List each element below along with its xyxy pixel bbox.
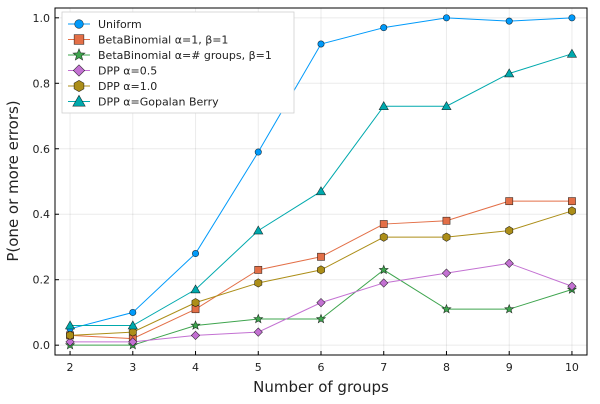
- y-tick-label: 0.4: [33, 208, 51, 221]
- x-tick-label: 4: [192, 361, 199, 374]
- data-point: [317, 252, 325, 261]
- data-point: [317, 40, 325, 48]
- data-point: [568, 206, 576, 216]
- x-tick-label: 3: [129, 361, 136, 374]
- legend-label: BetaBinomial α=# groups, β=1: [98, 49, 272, 62]
- data-point: [253, 313, 264, 324]
- x-axis-label: Number of groups: [253, 378, 389, 396]
- legend: Uniform BetaBinomial α=1, β=1 BetaBinomial…: [61, 11, 295, 114]
- data-point: [504, 258, 514, 268]
- legend-marker: [72, 47, 86, 61]
- y-axis-label: P(one or more errors): [4, 100, 22, 261]
- data-point: [379, 278, 389, 288]
- data-point: [566, 48, 578, 58]
- data-point: [64, 320, 76, 330]
- data-point: [380, 24, 388, 32]
- data-point: [66, 330, 74, 340]
- data-point: [317, 265, 325, 275]
- series-6: [64, 48, 578, 330]
- data-point: [253, 225, 264, 235]
- series-layer: [64, 14, 578, 350]
- data-point: [316, 297, 326, 308]
- data-point: [505, 197, 514, 206]
- data-point: [191, 298, 200, 308]
- data-point: [315, 186, 327, 196]
- data-point: [192, 250, 200, 258]
- data-point: [441, 268, 452, 278]
- data-point: [504, 68, 515, 78]
- data-point: [567, 281, 577, 291]
- grid: [55, 8, 587, 355]
- data-point: [128, 337, 138, 347]
- data-point: [190, 284, 201, 294]
- x-tick-label: 7: [380, 361, 387, 374]
- legend-marker: [74, 19, 84, 29]
- x-tick-label: 8: [443, 361, 450, 374]
- legend-item: DPP α=0.5: [68, 64, 157, 78]
- data-point: [127, 320, 138, 330]
- data-point: [504, 303, 515, 314]
- data-point: [378, 264, 389, 275]
- data-point: [254, 148, 262, 156]
- x-tick-label: 10: [565, 361, 579, 374]
- data-point: [442, 232, 451, 242]
- legend-label: DPP α=Gopalan Berry: [98, 96, 219, 109]
- data-point: [128, 327, 137, 337]
- data-point: [441, 303, 452, 314]
- legend-label: Uniform: [98, 18, 142, 31]
- data-point: [254, 278, 263, 288]
- legend-label: DPP α=0.5: [98, 65, 157, 78]
- data-point: [505, 226, 514, 236]
- legend-box: [61, 11, 295, 114]
- data-point: [379, 220, 388, 228]
- data-point: [65, 337, 75, 347]
- data-point: [441, 101, 452, 110]
- data-point: [254, 265, 263, 274]
- data-point: [315, 313, 327, 324]
- legend-marker: [73, 79, 85, 93]
- x-tick-label: 5: [255, 361, 262, 374]
- series-4: [65, 258, 577, 347]
- data-point: [442, 216, 451, 225]
- y-tick-label: 1.0: [33, 12, 51, 25]
- data-point: [568, 197, 576, 206]
- legend-marker: [73, 34, 85, 45]
- data-point: [129, 308, 137, 316]
- legend-item: Uniform: [68, 18, 142, 31]
- ticks: 2 3 4 5 6 7 8 9 10 0.0 0.2 0.4 0.6 0.8 1.0: [33, 12, 579, 374]
- x-tick-label: 2: [67, 361, 74, 374]
- x-tick-label: 6: [318, 361, 325, 374]
- data-point: [253, 327, 263, 337]
- y-tick-label: 0.6: [33, 143, 51, 156]
- data-point: [190, 330, 201, 340]
- data-point: [379, 232, 388, 242]
- legend-item: DPP α=1.0: [68, 79, 157, 93]
- series-5: [66, 206, 576, 340]
- legend-label: BetaBinomial α=1, β=1: [98, 34, 228, 47]
- x-tick-label: 9: [506, 361, 513, 374]
- series-1: [66, 14, 576, 333]
- data-point: [378, 101, 389, 110]
- legend-item: BetaBinomial α=# groups, β=1: [68, 47, 272, 62]
- y-tick-label: 0.8: [33, 77, 51, 90]
- y-tick-label: 0.0: [33, 339, 51, 352]
- data-point: [442, 14, 450, 22]
- y-tick-label: 0.2: [33, 274, 51, 287]
- legend-item: BetaBinomial α=1, β=1: [68, 34, 228, 47]
- data-point: [190, 320, 201, 330]
- data-point: [505, 17, 513, 25]
- legend-label: DPP α=1.0: [98, 80, 157, 93]
- legend-item: DPP α=Gopalan Berry: [68, 94, 219, 109]
- legend-marker: [72, 94, 86, 107]
- data-point: [568, 14, 576, 22]
- legend-marker: [72, 64, 86, 77]
